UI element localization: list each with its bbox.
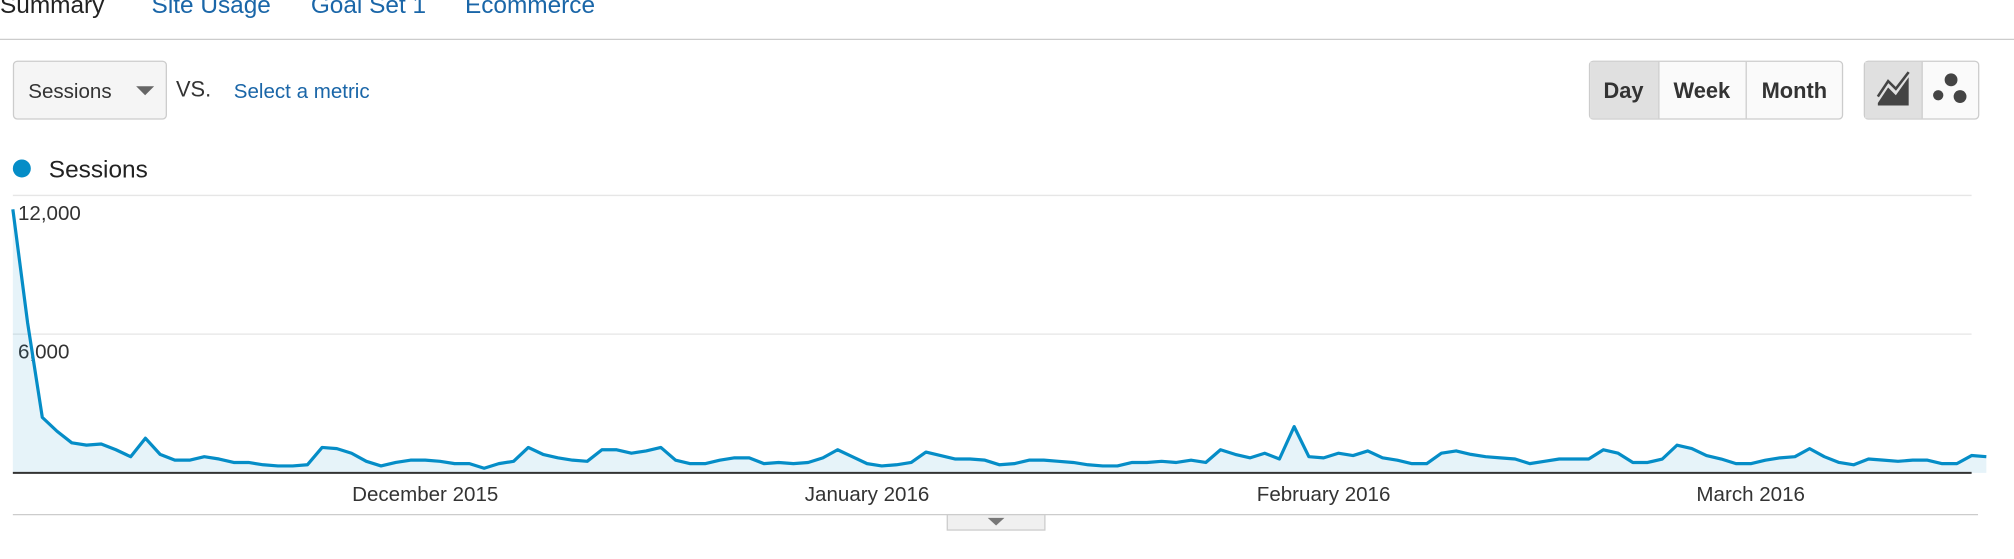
line-chart-icon <box>1876 71 1910 98</box>
scatter-icon <box>1944 73 1958 87</box>
metric-dropdown[interactable] <box>12 60 167 120</box>
tab[interactable]: Site Usage <box>152 0 271 19</box>
vs-label: VS. <box>176 77 211 102</box>
legend-label: Sessions <box>49 156 148 183</box>
x-tick-label: December 2015 <box>352 483 498 506</box>
interval-button[interactable]: Day <box>1604 78 1645 103</box>
compare-link[interactable]: Select a metric <box>234 80 370 103</box>
legend-dot <box>12 159 31 178</box>
line <box>11 209 1987 470</box>
y-tick-label: 12,000 <box>18 202 81 225</box>
tab[interactable]: Summary <box>0 0 105 19</box>
line-chart-icon <box>1877 77 1909 106</box>
scatter-icon <box>1953 90 1967 103</box>
interval-button[interactable]: Month <box>1762 78 1827 103</box>
line-chart-button[interactable] <box>1865 61 1922 119</box>
tab[interactable]: Ecommerce <box>465 0 595 19</box>
interval-button[interactable]: Week <box>1674 78 1731 103</box>
x-tick-label: January 2016 <box>805 483 930 506</box>
scatter-icon[interactable] <box>1933 90 1944 101</box>
area <box>12 209 1987 473</box>
dropdown-arrow <box>136 86 155 96</box>
x-tick-label: February 2016 <box>1257 483 1391 506</box>
metric-selected: Sessions <box>28 80 111 103</box>
expand-arrow <box>987 517 1005 526</box>
selected-button-bg <box>1590 61 1659 119</box>
x-tick-label: March 2016 <box>1696 483 1805 506</box>
tab[interactable]: Goal Set 1 <box>311 0 426 19</box>
